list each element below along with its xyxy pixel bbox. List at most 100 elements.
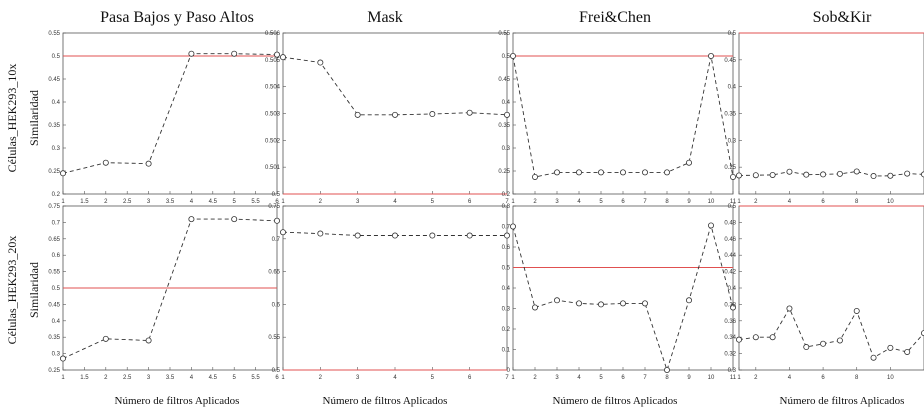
data-point <box>145 337 152 344</box>
x-tick-label: 6 <box>468 375 472 381</box>
data-point <box>466 109 473 116</box>
x-tick-label: 5 <box>599 199 603 205</box>
y-tick-label: 0.3 <box>728 368 737 374</box>
x-tick-label: 8 <box>855 375 859 381</box>
x-tick-label: 7 <box>643 199 647 205</box>
x-tick-label: 8 <box>665 199 669 205</box>
column-title-3: Frei&Chen <box>579 9 651 26</box>
data-point <box>60 355 67 362</box>
y-tick-label: 0.45 <box>48 77 60 83</box>
y-tick-label: 0.7 <box>52 220 61 226</box>
data-point <box>509 53 516 60</box>
x-tick-label: 8 <box>855 199 859 205</box>
data-point <box>769 334 776 341</box>
y-tick-label: 0.1 <box>502 348 511 354</box>
plot-frame <box>282 205 508 371</box>
y-tick-label: 0.8 <box>502 204 511 210</box>
x-tick-label: 4 <box>788 199 792 205</box>
y-tick-label: 0.4 <box>502 286 511 292</box>
x-tick-label: 9 <box>687 375 691 381</box>
x-tick-label: 2 <box>754 375 758 381</box>
data-point <box>786 305 793 312</box>
y-tick-label: 0.501 <box>265 165 281 171</box>
y-tick-label: 0.44 <box>724 253 736 259</box>
x-tick-label: 5 <box>233 199 237 205</box>
y-tick-label: 0.4 <box>728 85 737 91</box>
x-tick-label: 3.5 <box>166 375 175 381</box>
data-point <box>786 168 793 175</box>
x-tick-label: 3 <box>555 199 559 205</box>
x-tick-label: 1 <box>737 375 741 381</box>
y-tick-label: 0.4 <box>728 286 737 292</box>
series-line <box>62 53 278 174</box>
data-point <box>921 171 924 178</box>
y-tick-label: 0.32 <box>724 352 736 358</box>
data-point <box>279 54 286 61</box>
data-point <box>231 216 238 223</box>
panel-r1c1: 0.20.250.30.350.40.450.50.551 1.5 2 2.5 3 3.5… <box>48 31 280 205</box>
data-point <box>429 232 436 239</box>
x-tick-label: 4.5 <box>209 375 218 381</box>
panel-r1c3: 0.2 0.25 0.3 0.35 0.4 0.45 0.5 0.55 1 2 3 4 5 6 7 8 9 10 1… <box>498 31 736 205</box>
x-tick-label: 8 <box>665 375 669 381</box>
y-tick-label: 0.36 <box>724 319 736 325</box>
panel-r2c4: 0.3 0.32 0.34 0.36 0.38 0.4 0.42 0.44 0.46 0.48 0.… <box>724 204 924 381</box>
x-tick-label: 4.5 <box>209 199 218 205</box>
y-tick-label: 0.5 <box>728 204 737 210</box>
x-tick-label: 7 <box>505 375 509 381</box>
y-tick-label: 0.5 <box>272 192 281 198</box>
row-2-group-label: Células_HEK293_20x <box>5 236 19 345</box>
data-point <box>686 297 693 304</box>
data-point <box>102 159 109 166</box>
data-point <box>354 111 361 118</box>
panel-r2c3: 0 0.1 0.2 0.3 0.4 0.5 0.6 0.7 0.8 1 2 3 4 5 6 7 8 9 10 11 <box>502 204 737 381</box>
y-tick-label: 0.35 <box>48 123 60 129</box>
y-tick-label: 0.3 <box>52 146 61 152</box>
series-line <box>738 171 924 177</box>
y-tick-label: 0.5 <box>52 54 61 60</box>
y-tick-label: 0.65 <box>48 237 60 243</box>
y-tick-label: 0.4 <box>52 319 61 325</box>
row-1-group-label: Células_HEK293_10x <box>5 64 19 173</box>
y-tick-label: 0.5 <box>728 31 737 37</box>
x-tick-label: 5 <box>431 375 435 381</box>
y-tick-label: 0.3 <box>502 146 511 152</box>
x-tick-label: 6 <box>275 375 279 381</box>
data-point <box>686 159 693 166</box>
row-2-ylabel: Similaridad <box>27 262 41 318</box>
series-line <box>282 56 508 116</box>
x-tick-label: 9 <box>687 199 691 205</box>
data-point <box>853 168 860 175</box>
data-point <box>620 300 627 307</box>
y-tick-label: 0.4 <box>52 100 61 106</box>
x-tick-label: 2.5 <box>123 375 132 381</box>
y-tick-label: 0.55 <box>498 31 510 37</box>
x-tick-label: 7 <box>505 199 509 205</box>
panel-r2c1: 0.250.30.350.40.450.50.550.60.650.70.751… <box>48 204 280 381</box>
y-tick-label: 0.45 <box>48 302 60 308</box>
data-point <box>188 50 195 57</box>
x-tick-label: 2 <box>533 199 537 205</box>
data-point <box>887 172 894 179</box>
xlabel-col-1: Número de filtros Aplicados <box>115 395 240 407</box>
x-tick-label: 10 <box>887 199 894 205</box>
x-tick-label: 4 <box>393 375 397 381</box>
y-tick-label: 0.505 <box>265 58 281 64</box>
y-tick-label: 0.5 <box>52 286 61 292</box>
x-tick-label: 6 <box>621 199 625 205</box>
x-tick-label: 10 <box>708 199 715 205</box>
y-tick-label: 0.3 <box>502 307 511 313</box>
x-tick-label: 1 <box>61 199 65 205</box>
data-point <box>598 301 605 308</box>
x-tick-label: 3 <box>356 199 360 205</box>
data-point <box>836 170 843 177</box>
y-tick-label: 0.25 <box>498 169 510 175</box>
data-point <box>231 50 238 57</box>
y-tick-label: 0.3 <box>52 352 61 358</box>
x-tick-label: 4 <box>393 199 397 205</box>
x-tick-label: 3.5 <box>166 199 175 205</box>
x-tick-label: 5 <box>599 375 603 381</box>
data-point <box>921 330 924 337</box>
data-point <box>576 300 583 307</box>
